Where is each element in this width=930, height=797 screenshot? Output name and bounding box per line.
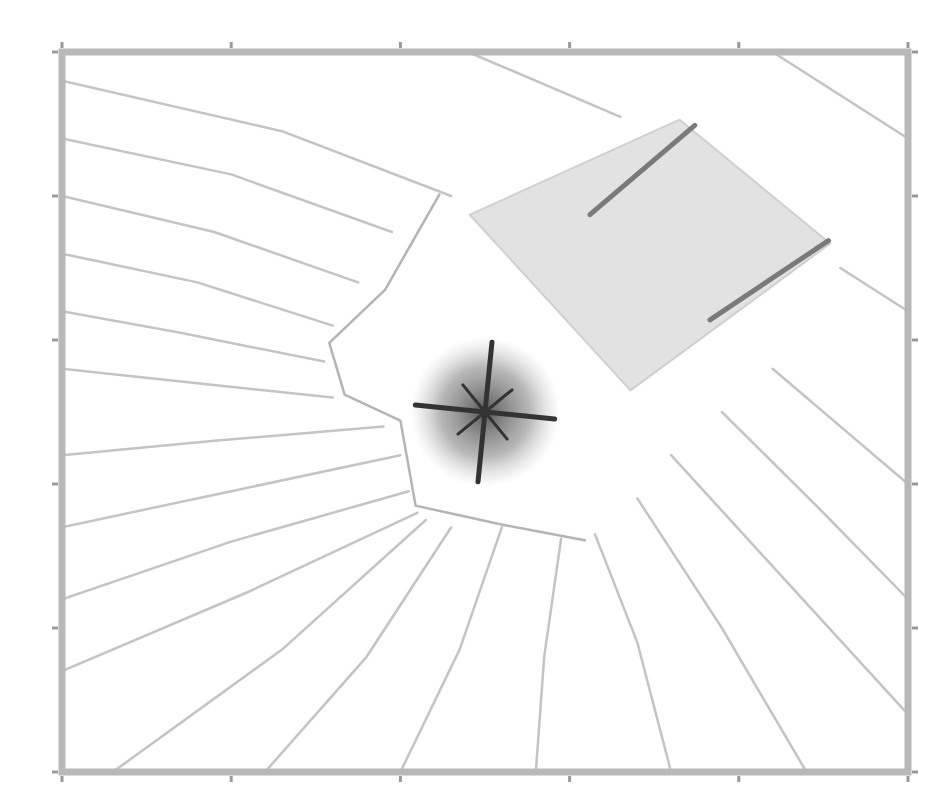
x-tick bbox=[399, 776, 402, 782]
contour-line bbox=[113, 520, 426, 772]
contour-line bbox=[62, 81, 451, 196]
plot-frame bbox=[62, 52, 908, 772]
x-tick-top bbox=[568, 42, 571, 48]
plot-marks bbox=[62, 52, 908, 772]
x-tick bbox=[61, 776, 64, 782]
contour-line bbox=[536, 539, 561, 772]
y-tick-right bbox=[912, 339, 918, 342]
contour-line bbox=[62, 311, 324, 361]
contour-line bbox=[62, 455, 400, 527]
x-tick bbox=[568, 776, 571, 782]
contour-line bbox=[62, 138, 392, 232]
contour-line bbox=[840, 268, 908, 311]
x-tick bbox=[230, 776, 233, 782]
y-tick-right bbox=[912, 483, 918, 486]
contour-line bbox=[773, 369, 908, 484]
y-tick-right bbox=[912, 195, 918, 198]
contour-line bbox=[329, 195, 585, 541]
contour-line bbox=[468, 52, 620, 117]
contour-line bbox=[62, 196, 358, 282]
contour-line bbox=[637, 498, 806, 772]
chart bbox=[0, 0, 930, 797]
contour-line bbox=[265, 527, 451, 772]
x-tick bbox=[907, 776, 910, 782]
x-tick-top bbox=[399, 42, 402, 48]
x-tick-top bbox=[737, 42, 740, 48]
x-tick-top bbox=[230, 42, 233, 48]
y-tick bbox=[52, 483, 58, 486]
contour-line bbox=[710, 241, 829, 320]
y-tick-right bbox=[912, 51, 918, 54]
contour-line bbox=[671, 455, 908, 714]
contour-line bbox=[62, 254, 333, 326]
plot-background bbox=[62, 52, 908, 772]
y-tick bbox=[52, 627, 58, 630]
y-tick-right bbox=[912, 627, 918, 630]
contour-line bbox=[62, 369, 333, 398]
y-tick bbox=[52, 771, 58, 774]
y-tick bbox=[52, 195, 58, 198]
contour-line bbox=[62, 426, 384, 455]
contour-line bbox=[773, 52, 908, 138]
x-tick-top bbox=[61, 42, 64, 48]
source-point bbox=[410, 337, 560, 487]
y-tick bbox=[52, 51, 58, 54]
y-tick-right bbox=[912, 771, 918, 774]
x-tick bbox=[737, 776, 740, 782]
contour-line bbox=[722, 412, 908, 599]
contour-line bbox=[595, 534, 671, 772]
x-tick-top bbox=[907, 42, 910, 48]
y-tick bbox=[52, 339, 58, 342]
contour-line bbox=[62, 513, 417, 671]
contour-line bbox=[400, 527, 502, 772]
contour-line bbox=[590, 125, 695, 214]
